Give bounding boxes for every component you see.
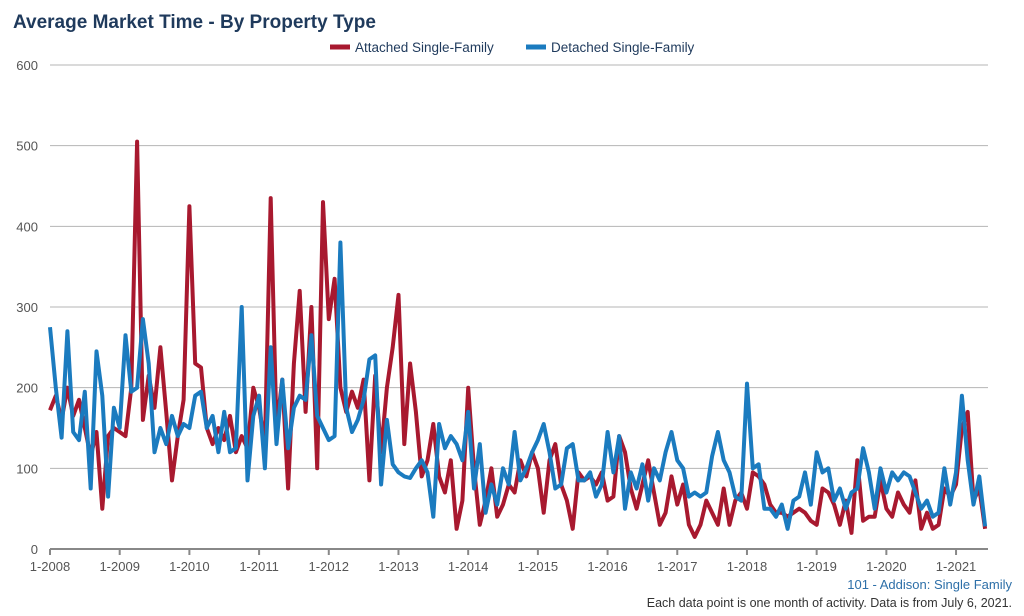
y-tick-label: 300 [16, 300, 38, 315]
y-tick-label: 200 [16, 381, 38, 396]
y-tick-label: 400 [16, 219, 38, 234]
x-tick-label: 1-2016 [587, 559, 627, 574]
x-tick-label: 1-2021 [936, 559, 976, 574]
series-line-attached [48, 139, 988, 539]
legend-label: Detached Single-Family [551, 40, 695, 55]
y-tick-label: 600 [16, 58, 38, 73]
legend-label: Attached Single-Family [355, 40, 494, 55]
x-tick-label: 1-2019 [796, 559, 836, 574]
chart-title: Average Market Time - By Property Type [13, 12, 376, 33]
series-line-detached [48, 240, 988, 531]
y-tick-label: 0 [31, 542, 38, 557]
data-note: Each data point is one month of activity… [646, 596, 1012, 610]
x-tick-label: 1-2010 [169, 559, 209, 574]
x-tick-label: 1-2013 [378, 559, 418, 574]
x-tick-label: 1-2020 [866, 559, 906, 574]
x-tick-label: 1-2009 [99, 559, 139, 574]
y-tick-label: 100 [16, 461, 38, 476]
x-tick-label: 1-2018 [727, 559, 767, 574]
x-tick-label: 1-2017 [657, 559, 697, 574]
x-tick-label: 1-2015 [518, 559, 558, 574]
x-tick-label: 1-2012 [309, 559, 349, 574]
y-tick-label: 500 [16, 139, 38, 154]
x-tick-label: 1-2011 [239, 559, 279, 574]
area-label: 101 - Addison: Single Family [847, 577, 1012, 592]
x-tick-label: 1-2014 [448, 559, 488, 574]
x-tick-label: 1-2008 [30, 559, 70, 574]
